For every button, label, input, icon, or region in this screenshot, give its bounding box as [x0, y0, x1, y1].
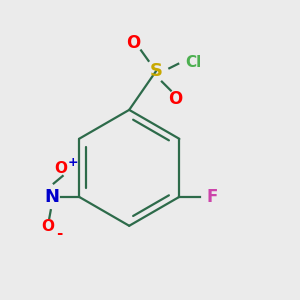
Text: N: N: [45, 188, 60, 206]
Text: S: S: [149, 62, 162, 80]
Text: O: O: [168, 91, 182, 109]
Text: F: F: [206, 188, 218, 206]
Text: O: O: [41, 219, 54, 234]
Text: +: +: [68, 156, 78, 169]
Text: -: -: [56, 226, 62, 241]
Text: O: O: [127, 34, 141, 52]
Text: O: O: [55, 161, 68, 176]
Text: Cl: Cl: [185, 55, 201, 70]
